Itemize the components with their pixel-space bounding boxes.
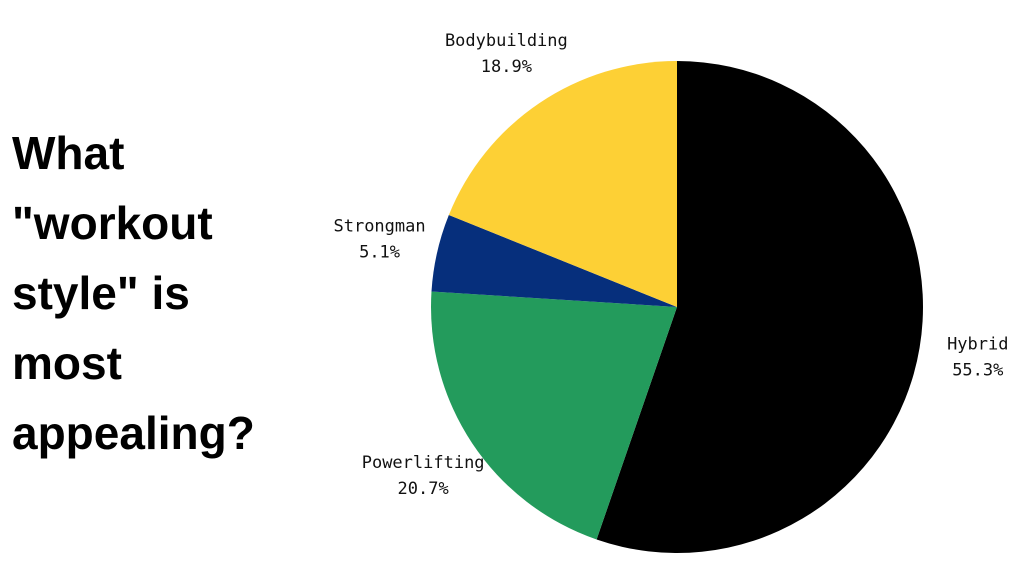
chart-title: What "workout style" is most appealing? bbox=[12, 127, 255, 459]
pie-slice bbox=[430, 291, 677, 540]
pie-slice bbox=[596, 61, 923, 553]
slice-label: Bodybuilding bbox=[445, 31, 568, 51]
slice-label: Hybrid bbox=[947, 335, 1008, 355]
slice-value-label: 18.9% bbox=[481, 57, 532, 77]
slice-value-label: 20.7% bbox=[398, 479, 449, 499]
slice-label: Strongman bbox=[333, 217, 425, 237]
slice-label: Powerlifting bbox=[362, 453, 485, 473]
slice-value-label: 5.1% bbox=[359, 243, 400, 263]
slice-value-label: 55.3% bbox=[952, 361, 1003, 381]
pie-slice bbox=[448, 61, 677, 307]
pie-slice bbox=[431, 215, 677, 307]
